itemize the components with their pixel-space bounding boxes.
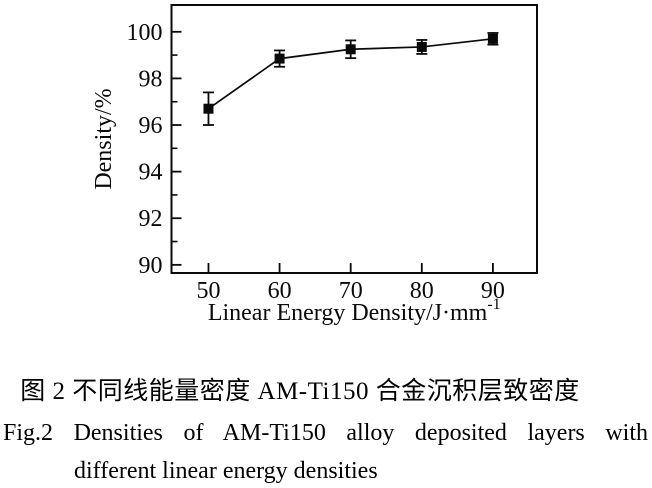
y-tick-label: 96 — [139, 113, 163, 139]
x-tick-label: 70 — [339, 278, 363, 304]
data-point-marker — [203, 103, 214, 114]
y-tick-label: 94 — [139, 160, 163, 186]
density-line-chart: 50 60 70 80 90 90 92 94 96 98 100 Density/% Linear E… — [91, 4, 538, 326]
data-point-marker — [345, 44, 356, 55]
plot-frame — [170, 4, 538, 274]
x-tick-label: 60 — [268, 278, 292, 304]
y-tick-label: 92 — [139, 206, 163, 232]
data-point-marker — [274, 53, 285, 64]
figure-caption-chinese: 图 2 不同线能量密度 AM-Ti150 合金沉积层致密度 — [20, 378, 580, 405]
y-tick-label: 90 — [139, 253, 163, 279]
data-point-marker — [487, 33, 498, 44]
data-point-marker — [416, 41, 427, 52]
figure-caption-english-line1: Fig.2 Densities of AM-Ti150 alloy deposi… — [3, 420, 648, 446]
x-tick-label: 50 — [196, 278, 220, 304]
y-axis-title: Density/% — [91, 88, 117, 189]
x-tick-label: 90 — [481, 278, 505, 304]
y-tick-label: 98 — [139, 66, 163, 92]
figure-caption-english-line2: different linear energy densities — [74, 458, 378, 484]
x-axis-title: Linear Energy Density/J·mm-1 — [208, 296, 501, 326]
x-tick-label: 80 — [410, 278, 434, 304]
y-tick-label: 100 — [127, 20, 163, 46]
